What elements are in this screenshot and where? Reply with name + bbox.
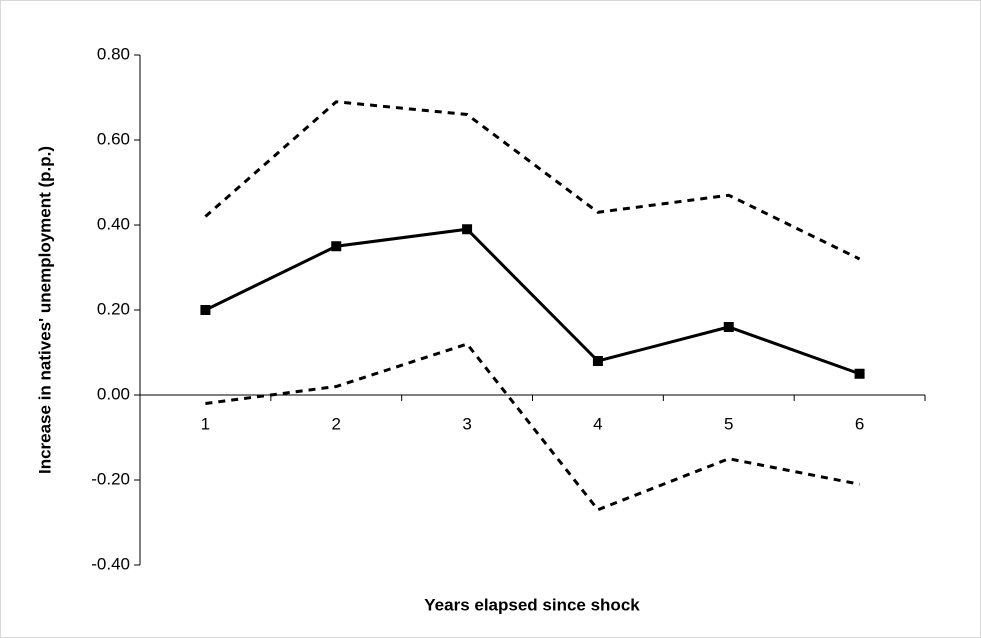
x-tick-label: 6 <box>855 414 864 433</box>
data-point <box>723 322 734 332</box>
series-line <box>204 100 861 261</box>
x-axis-label: Years elapsed since shock <box>424 595 640 614</box>
y-tick-label: -0.40 <box>91 554 130 573</box>
series-line <box>204 227 861 376</box>
x-tick-label: 3 <box>462 414 471 433</box>
y-axis-label: Increase in natives' unemployment (p.p.) <box>35 146 54 474</box>
data-point <box>854 368 865 379</box>
y-tick-label: -0.20 <box>91 469 130 488</box>
y-tick-label: 0.60 <box>97 129 130 148</box>
y-tick-label: 0.20 <box>97 299 130 318</box>
data-point <box>200 305 211 315</box>
x-tick-label: 5 <box>724 414 733 433</box>
data-point <box>592 356 603 366</box>
y-tick-label: 0.80 <box>97 44 130 63</box>
x-tick-label: 1 <box>201 414 210 433</box>
y-tick-label: 0.40 <box>97 214 130 233</box>
data-point <box>331 241 342 252</box>
x-tick-label: 4 <box>593 414 602 433</box>
x-tick-label: 2 <box>332 414 341 433</box>
series-line <box>205 342 860 512</box>
y-tick-label: 0.00 <box>97 384 130 403</box>
data-point <box>462 224 473 235</box>
